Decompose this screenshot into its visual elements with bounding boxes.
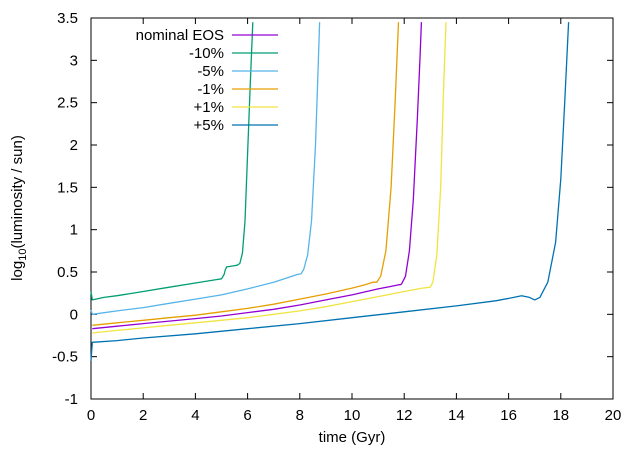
x-tick-label: 18 [552,407,569,424]
y-tick-label: 1.5 [57,179,78,196]
legend-label: -1% [197,81,224,98]
legend-label: +1% [194,99,224,116]
legend-label: nominal EOS [136,27,224,44]
x-tick-label: 6 [243,407,251,424]
y-tick-label: 2.5 [57,95,78,112]
x-tick-label: 20 [605,407,622,424]
y-tick-label: 1 [70,222,78,239]
x-tick-label: 10 [344,407,361,424]
y-tick-label: 0.5 [57,264,78,281]
x-tick-label: 8 [296,407,304,424]
axis-ticks: 0 2 4 6 8 10 12 14 16 18 20 -1 -0.5 0 0.5 1 1.5 2 2.5 3 3.5 [52,10,621,424]
y-axis-title-subscript: 10 [17,249,29,261]
legend: nominal EOS-10%-5%-1%+1%+5% [136,27,278,134]
x-axis-title: time (Gyr) [319,429,386,446]
y-axis-title-prefix: log [9,261,26,281]
x-tick-label: 12 [396,407,413,424]
series-line-3 [92,22,400,326]
y-tick-label: 3.5 [57,10,78,27]
x-tick-label: 0 [87,407,95,424]
y-tick-label: 0 [70,306,78,323]
legend-label: -5% [197,63,224,80]
x-tick-label: 16 [500,407,517,424]
series-line-5 [90,22,570,361]
y-tick-label: -1 [65,391,78,408]
series-line-0 [92,22,423,330]
legend-label: -10% [189,45,224,62]
series-lines [90,22,570,361]
y-tick-label: -0.5 [52,349,78,366]
plot-frame [90,17,614,400]
legend-label: +5% [194,117,224,134]
y-tick-label: 2 [70,137,78,154]
series-line-4 [92,22,447,334]
x-tick-label: 14 [448,407,465,424]
series-line-2 [90,22,321,315]
series-line-1 [90,22,254,301]
x-tick-label: 2 [139,407,147,424]
y-axis-title-suffix: (luminosity / sun) [9,135,26,248]
y-tick-label: 3 [70,52,78,69]
x-tick-label: 4 [191,407,199,424]
y-axis-title: log10(luminosity / sun) [9,135,29,281]
